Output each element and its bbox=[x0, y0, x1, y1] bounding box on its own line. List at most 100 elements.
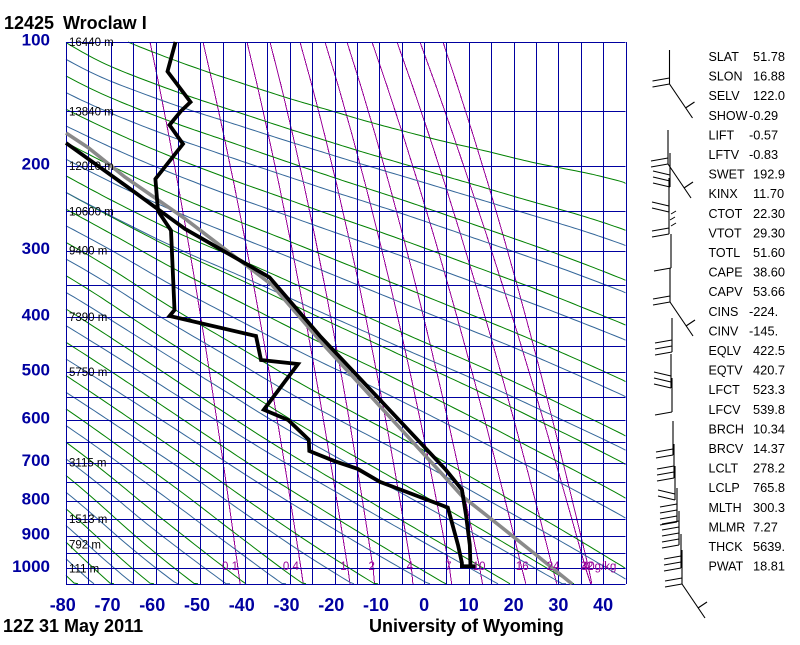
svg-text:422.5: 422.5 bbox=[753, 343, 785, 358]
svg-text:LCLT: LCLT bbox=[709, 462, 739, 476]
svg-text:22.30: 22.30 bbox=[753, 206, 785, 221]
svg-text:0: 0 bbox=[419, 595, 429, 615]
svg-text:-80: -80 bbox=[50, 595, 76, 615]
svg-text:18.81: 18.81 bbox=[753, 559, 785, 574]
svg-text:-10: -10 bbox=[363, 595, 389, 615]
svg-text:53.66: 53.66 bbox=[753, 284, 785, 299]
svg-text:LCLP: LCLP bbox=[709, 481, 740, 495]
svg-text:-50: -50 bbox=[184, 595, 210, 615]
svg-text:CINV: CINV bbox=[709, 324, 740, 338]
svg-text:-60: -60 bbox=[139, 595, 165, 615]
svg-text:32: 32 bbox=[581, 561, 594, 573]
svg-text:20: 20 bbox=[504, 595, 524, 615]
svg-text:LFCV: LFCV bbox=[709, 403, 742, 417]
svg-text:2: 2 bbox=[368, 561, 374, 573]
svg-text:TOTL: TOTL bbox=[709, 246, 741, 260]
svg-text:10: 10 bbox=[459, 595, 479, 615]
svg-text:SLON: SLON bbox=[709, 70, 743, 84]
svg-text:10600 m: 10600 m bbox=[69, 206, 114, 218]
svg-text:600: 600 bbox=[22, 409, 50, 428]
svg-text:9400 m: 9400 m bbox=[69, 246, 107, 258]
svg-text:-20: -20 bbox=[318, 595, 344, 615]
svg-text:VTOT: VTOT bbox=[709, 226, 742, 240]
svg-text:SELV: SELV bbox=[709, 89, 741, 103]
svg-text:7.27: 7.27 bbox=[753, 519, 778, 534]
svg-text:MLTH: MLTH bbox=[709, 501, 742, 515]
svg-text:CAPE: CAPE bbox=[709, 266, 743, 280]
svg-text:523.3: 523.3 bbox=[753, 382, 785, 397]
svg-text:LIFT: LIFT bbox=[709, 128, 735, 142]
svg-text:10.34: 10.34 bbox=[753, 421, 785, 436]
svg-text:40g/kg: 40g/kg bbox=[582, 561, 617, 573]
svg-text:0.4: 0.4 bbox=[283, 561, 300, 573]
svg-text:University of Wyoming: University of Wyoming bbox=[369, 616, 564, 636]
svg-text:5639.: 5639. bbox=[753, 539, 785, 554]
svg-text:539.8: 539.8 bbox=[753, 402, 785, 417]
svg-text:1513 m: 1513 m bbox=[69, 514, 107, 526]
svg-text:4: 4 bbox=[407, 561, 414, 573]
svg-text:-0.57: -0.57 bbox=[749, 127, 778, 142]
svg-text:7: 7 bbox=[445, 561, 451, 573]
svg-text:12425: 12425 bbox=[4, 13, 54, 33]
svg-text:16.88: 16.88 bbox=[753, 69, 785, 84]
svg-text:800: 800 bbox=[22, 490, 50, 509]
svg-text:10: 10 bbox=[473, 561, 486, 573]
svg-text:PWAT: PWAT bbox=[709, 560, 744, 574]
svg-text:51.78: 51.78 bbox=[753, 49, 785, 64]
svg-text:0.1: 0.1 bbox=[222, 561, 238, 573]
svg-text:14.37: 14.37 bbox=[753, 441, 785, 456]
svg-text:CTOT: CTOT bbox=[709, 207, 743, 221]
svg-text:30: 30 bbox=[548, 595, 568, 615]
svg-text:11.70: 11.70 bbox=[753, 186, 784, 201]
svg-text:51.60: 51.60 bbox=[753, 245, 785, 260]
svg-text:13840 m: 13840 m bbox=[69, 107, 114, 119]
svg-text:3115 m: 3115 m bbox=[69, 458, 107, 470]
svg-text:KINX: KINX bbox=[709, 187, 739, 201]
svg-text:500: 500 bbox=[22, 361, 50, 380]
svg-text:192.9: 192.9 bbox=[753, 167, 785, 182]
svg-text:16440 m: 16440 m bbox=[69, 37, 114, 49]
svg-text:-224.: -224. bbox=[749, 304, 778, 319]
svg-text:100: 100 bbox=[22, 31, 50, 50]
svg-text:792 m: 792 m bbox=[69, 539, 101, 551]
svg-text:SLAT: SLAT bbox=[709, 50, 740, 64]
svg-text:-0.83: -0.83 bbox=[749, 147, 778, 162]
svg-text:THCK: THCK bbox=[709, 540, 744, 554]
svg-text:5750 m: 5750 m bbox=[69, 367, 107, 379]
svg-text:EQTV: EQTV bbox=[709, 364, 744, 378]
svg-text:765.8: 765.8 bbox=[753, 480, 785, 495]
svg-text:400: 400 bbox=[22, 305, 50, 324]
svg-text:BRCH: BRCH bbox=[709, 422, 744, 436]
svg-text:122.0: 122.0 bbox=[753, 88, 785, 103]
svg-text:EQLV: EQLV bbox=[709, 344, 742, 358]
svg-text:-40: -40 bbox=[229, 595, 255, 615]
svg-text:111 m: 111 m bbox=[69, 564, 99, 576]
svg-text:12010 m: 12010 m bbox=[69, 161, 114, 173]
svg-text:16: 16 bbox=[516, 561, 529, 573]
svg-text:12Z 31 May 2011: 12Z 31 May 2011 bbox=[3, 616, 143, 636]
svg-text:-30: -30 bbox=[273, 595, 299, 615]
svg-text:38.60: 38.60 bbox=[753, 265, 785, 280]
svg-text:-70: -70 bbox=[94, 595, 120, 615]
svg-text:700: 700 bbox=[22, 451, 50, 470]
svg-text:300: 300 bbox=[22, 239, 50, 258]
svg-text:1000: 1000 bbox=[12, 557, 50, 576]
svg-text:MLMR: MLMR bbox=[709, 520, 746, 534]
svg-text:420.7: 420.7 bbox=[753, 363, 785, 378]
svg-text:278.2: 278.2 bbox=[753, 461, 785, 476]
svg-text:BRCV: BRCV bbox=[709, 442, 744, 456]
svg-text:CAPV: CAPV bbox=[709, 285, 744, 299]
svg-text:900: 900 bbox=[22, 525, 50, 544]
svg-text:SWET: SWET bbox=[709, 168, 745, 182]
svg-text:1: 1 bbox=[340, 561, 346, 573]
svg-text:-145.: -145. bbox=[749, 323, 778, 338]
svg-text:CINS: CINS bbox=[709, 305, 739, 319]
svg-text:-0.29: -0.29 bbox=[749, 108, 778, 123]
svg-text:300.3: 300.3 bbox=[753, 500, 785, 515]
svg-text:29.30: 29.30 bbox=[753, 225, 785, 240]
svg-text:SHOW: SHOW bbox=[709, 109, 748, 123]
svg-text:40: 40 bbox=[593, 595, 613, 615]
svg-text:24: 24 bbox=[547, 561, 560, 573]
svg-text:200: 200 bbox=[22, 154, 50, 173]
svg-text:Wroclaw I: Wroclaw I bbox=[63, 13, 147, 33]
